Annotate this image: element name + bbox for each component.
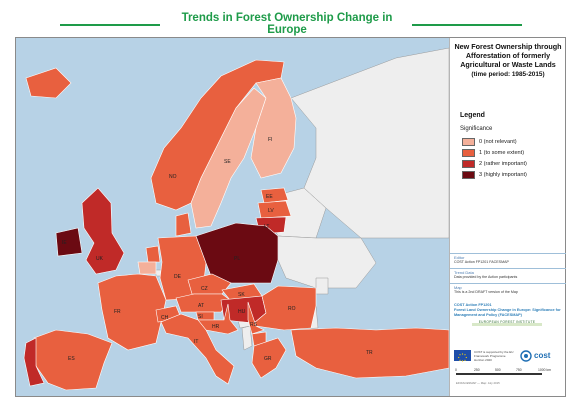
label-gr: GR xyxy=(264,356,272,362)
label-fr: FR xyxy=(114,309,121,315)
country-lv xyxy=(257,200,292,219)
label-uk: UK xyxy=(96,256,104,262)
legend-subheading: Significance xyxy=(460,126,493,132)
country-tr xyxy=(290,327,449,379)
meta-key-map: Map xyxy=(454,285,462,290)
eu-flag-icon xyxy=(454,350,471,362)
meta-key-editor: Editor xyxy=(454,255,465,260)
scale-bar: 0 250 500 750 1000 km xyxy=(454,368,562,380)
scale-bar-graphic xyxy=(456,373,542,375)
cost-logo-mark-icon xyxy=(520,350,532,362)
label-ch: CH xyxy=(161,315,169,321)
scale-tick-1: 250 xyxy=(474,368,480,372)
title-bar: Trends in Forest Ownership Change in Eur… xyxy=(0,6,580,36)
label-hu: HU xyxy=(238,309,246,315)
country-uk xyxy=(81,187,125,275)
country-fi xyxy=(250,77,297,179)
country-be xyxy=(137,261,157,275)
scale-tick-0: 0 xyxy=(455,368,457,372)
europe-map: SE FI NO EE LV LT IE UK DE PL CZ SK AT H… xyxy=(23,47,449,391)
legend-label-1: 1 (to some extent) xyxy=(479,150,525,156)
efi-logo-band xyxy=(472,323,542,326)
country-rs xyxy=(247,301,265,335)
efi-logo-text: EUROPEAN FOREST INSTITUTE xyxy=(478,320,536,324)
side-panel: New Forest Ownership through Afforestati… xyxy=(449,38,566,396)
label-hr: HR xyxy=(212,324,220,330)
legend-label-0: 0 (not relevant) xyxy=(479,139,517,145)
country-nl xyxy=(145,245,161,263)
legend-swatch-0 xyxy=(462,138,475,146)
legend-item-2: 2 (rather important) xyxy=(462,160,527,168)
page-title: Trends in Forest Ownership Change in Eur… xyxy=(181,12,393,36)
scale-tick-4: 1000 km xyxy=(538,368,552,372)
meta-map: Map This is a 2nd DRAFT version of the M… xyxy=(450,283,566,296)
label-it: IT xyxy=(194,339,198,345)
country-pl xyxy=(195,222,279,284)
legend-label-2: 2 (rather important) xyxy=(479,161,527,167)
legend-heading: Legend xyxy=(460,112,485,119)
label-sk: SK xyxy=(238,292,245,298)
country-it xyxy=(160,313,235,385)
legend-swatch-3 xyxy=(462,171,475,179)
label-de: DE xyxy=(174,274,182,280)
meta-value-editor: COST Action FP1201 FACESMAP xyxy=(454,260,509,264)
meta-value-map: This is a 2nd DRAFT version of the Map xyxy=(454,290,518,294)
country-is xyxy=(25,67,72,99)
cost-action-name: Forest Land Ownership Change in Europe: … xyxy=(454,308,561,317)
cost-logo: cost xyxy=(520,350,564,362)
label-cz: CZ xyxy=(201,286,208,292)
meta-value-trend-data: Data provided by the Action participants xyxy=(454,275,518,279)
country-ie xyxy=(55,227,83,257)
label-lv: LV xyxy=(268,208,274,214)
country-ee xyxy=(260,187,289,204)
label-pl: PL xyxy=(234,256,240,262)
label-lt: LT xyxy=(264,224,269,230)
label-rs: RS xyxy=(250,322,258,328)
legend-item-1: 1 (to some extent) xyxy=(462,149,524,157)
country-ua xyxy=(277,235,377,289)
cost-action-block: COST Action FP1201 Forest Land Ownership… xyxy=(454,303,562,318)
legend-swatch-2 xyxy=(462,160,475,168)
country-hr xyxy=(197,303,239,335)
country-pt xyxy=(23,337,45,387)
label-es: ES xyxy=(68,356,75,362)
label-fi: FI xyxy=(268,137,272,143)
map-title-text: New Forest Ownership through Afforestati… xyxy=(454,42,562,69)
scale-tick-3: 750 xyxy=(516,368,522,372)
title-rule-right xyxy=(412,24,522,26)
country-md xyxy=(315,277,329,295)
efi-logo: EUROPEAN FOREST INSTITUTE xyxy=(472,320,542,329)
country-gr xyxy=(251,337,287,379)
meta-editor: Editor COST Action FP1201 FACESMAP xyxy=(450,253,566,266)
eu-support-note: COST is supported by the EU Framework Pr… xyxy=(474,350,514,362)
country-es xyxy=(33,329,113,391)
country-fr xyxy=(97,273,167,351)
map-area: SE FI NO EE LV LT IE UK DE PL CZ SK AT H… xyxy=(16,38,449,396)
meta-key-trend-data: Trend Data xyxy=(454,270,474,275)
country-cz xyxy=(187,273,232,295)
label-ee: EE xyxy=(266,194,273,200)
country-ro xyxy=(253,285,317,331)
legend-item-0: 0 (not relevant) xyxy=(462,138,517,146)
label-ie: IE xyxy=(62,240,67,246)
footer-note: EFI/FACESMAP — Map: July 2015 xyxy=(456,381,500,385)
country-dk xyxy=(175,212,192,237)
legend-swatch-1 xyxy=(462,149,475,157)
cost-action-code: COST Action FP1201 xyxy=(454,303,492,307)
label-no: NO xyxy=(169,174,177,180)
label-si: SI xyxy=(198,314,203,320)
country-ru xyxy=(290,47,449,239)
cost-logo-text: cost xyxy=(534,351,551,360)
time-period: (time period: 1985-2015) xyxy=(471,71,545,78)
title-rule-left xyxy=(60,24,160,26)
label-ro: RO xyxy=(288,306,296,312)
map-title: New Forest Ownership through Afforestati… xyxy=(454,42,562,79)
label-se: SE xyxy=(224,159,231,165)
legend-label-3: 3 (highly important) xyxy=(479,172,527,178)
legend-item-3: 3 (highly important) xyxy=(462,171,527,179)
meta-trend-data: Trend Data Data provided by the Action p… xyxy=(450,268,566,281)
label-at: AT xyxy=(198,303,204,309)
label-tr: TR xyxy=(366,350,373,356)
scale-tick-2: 500 xyxy=(495,368,501,372)
